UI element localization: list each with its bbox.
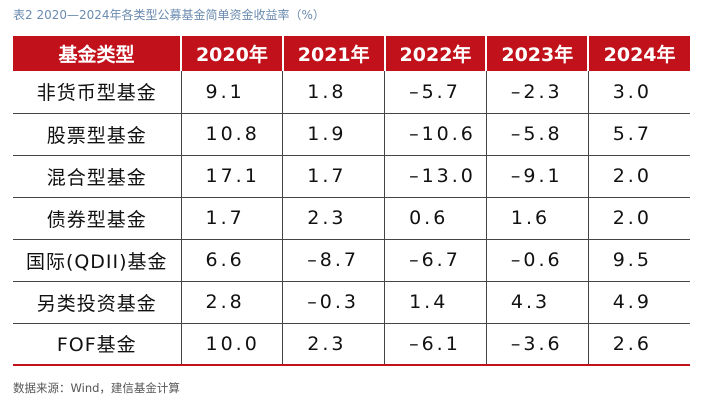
value-cell: –6.1 <box>384 323 487 366</box>
fund-returns-table: 基金类型 2020年 2021年 2022年 2023年 2024年 非货币型基… <box>13 36 690 366</box>
value-cell: 9.5 <box>588 239 690 282</box>
returns-table-container: 基金类型 2020年 2021年 2022年 2023年 2024年 非货币型基… <box>13 36 690 367</box>
value-cell: –0.6 <box>486 239 589 282</box>
value-cell: 5.7 <box>588 113 690 156</box>
value-cell: 10.0 <box>181 323 284 366</box>
value-cell: 9.1 <box>181 71 284 114</box>
table-row: 国际(QDII)基金 6.6 –8.7 –6.7 –0.6 9.5 <box>13 239 690 282</box>
table-row: 另类投资基金 2.8 –0.3 1.4 4.3 4.9 <box>13 281 690 324</box>
fund-type-cell: 非货币型基金 <box>13 71 182 114</box>
value-cell: 10.8 <box>181 113 284 156</box>
fund-type-cell: FOF基金 <box>13 323 182 366</box>
value-cell: –13.0 <box>384 155 487 198</box>
value-cell: –0.3 <box>282 281 386 324</box>
header-2022: 2022年 <box>384 36 488 71</box>
value-cell: –9.1 <box>486 155 589 198</box>
table-row: 非货币型基金 9.1 1.8 –5.7 –2.3 3.0 <box>13 71 690 114</box>
value-cell: 2.6 <box>588 323 690 366</box>
value-cell: 2.0 <box>588 155 690 198</box>
value-cell: 1.7 <box>181 197 284 240</box>
data-source-note: 数据来源：Wind，建信基金计算 <box>13 381 180 395</box>
value-cell: 1.7 <box>282 155 386 198</box>
value-cell: 4.9 <box>588 281 690 324</box>
value-cell: –3.6 <box>486 323 589 366</box>
value-cell: 1.9 <box>282 113 386 156</box>
value-cell: 6.6 <box>181 239 284 282</box>
table-header-row: 基金类型 2020年 2021年 2022年 2023年 2024年 <box>13 36 690 71</box>
value-cell: 2.8 <box>181 281 284 324</box>
value-cell: –10.6 <box>384 113 487 156</box>
value-cell: –5.7 <box>384 71 487 114</box>
value-cell: –5.8 <box>486 113 589 156</box>
value-cell: 17.1 <box>181 155 284 198</box>
fund-type-cell: 股票型基金 <box>13 113 182 156</box>
header-2021: 2021年 <box>282 36 386 71</box>
header-fund-type: 基金类型 <box>13 36 182 71</box>
fund-type-cell: 债券型基金 <box>13 197 182 240</box>
value-cell: 1.6 <box>486 197 589 240</box>
value-cell: 3.0 <box>588 71 690 114</box>
table-caption: 表2 2020—2024年各类型公募基金简单资金收益率（%） <box>13 8 325 22</box>
header-2020: 2020年 <box>181 36 284 71</box>
table-row: 债券型基金 1.7 2.3 0.6 1.6 2.0 <box>13 197 690 240</box>
fund-type-cell: 国际(QDII)基金 <box>13 239 182 282</box>
value-cell: 1.8 <box>282 71 386 114</box>
value-cell: 0.6 <box>384 197 487 240</box>
value-cell: 2.3 <box>282 197 386 240</box>
fund-type-cell: 混合型基金 <box>13 155 182 198</box>
value-cell: 1.4 <box>384 281 487 324</box>
table-row: FOF基金 10.0 2.3 –6.1 –3.6 2.6 <box>13 323 690 366</box>
value-cell: 2.3 <box>282 323 386 366</box>
header-2023: 2023年 <box>486 36 590 71</box>
table-row: 混合型基金 17.1 1.7 –13.0 –9.1 2.0 <box>13 155 690 198</box>
value-cell: –8.7 <box>282 239 386 282</box>
value-cell: 2.0 <box>588 197 690 240</box>
value-cell: –2.3 <box>486 71 589 114</box>
fund-type-cell: 另类投资基金 <box>13 281 182 324</box>
value-cell: –6.7 <box>384 239 487 282</box>
table-row: 股票型基金 10.8 1.9 –10.6 –5.8 5.7 <box>13 113 690 156</box>
header-2024: 2024年 <box>588 36 690 71</box>
value-cell: 4.3 <box>486 281 589 324</box>
